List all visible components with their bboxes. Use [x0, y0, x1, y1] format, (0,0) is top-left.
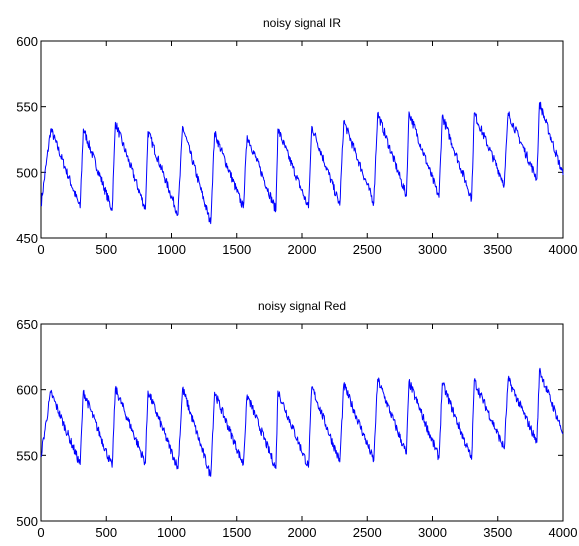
- red-xtick-label: 4000: [549, 525, 578, 540]
- ir-ytick-label: 450: [16, 231, 38, 246]
- red-xtick-label: 1000: [157, 525, 186, 540]
- ir-xtick-label: 1500: [222, 242, 251, 257]
- red-xtick-label: 500: [95, 525, 117, 540]
- ir-xtick-label: 2500: [353, 242, 382, 257]
- ir-signal-trace: [40, 101, 564, 225]
- ir-ytick-label: 500: [16, 165, 38, 180]
- ir-xtick-label: 3500: [483, 242, 512, 257]
- ir-xtick-label: 3000: [418, 242, 447, 257]
- ir-xtick-label: 2000: [288, 242, 317, 257]
- ir-xtick-label: 1000: [157, 242, 186, 257]
- red-xtick-label: 2000: [288, 525, 317, 540]
- red-signal-trace: [40, 367, 564, 477]
- red-ytick-label: 500: [16, 514, 38, 529]
- red-ytick-label: 600: [16, 383, 38, 398]
- ir-xtick-label: 500: [95, 242, 117, 257]
- ir-ytick-label: 550: [16, 100, 38, 115]
- red-ytick-label: 550: [16, 448, 38, 463]
- red-xtick-label: 1500: [222, 525, 251, 540]
- red-title: noisy signal Red: [258, 299, 346, 313]
- ir-title: noisy signal IR: [263, 16, 341, 30]
- red-xtick-label: 2500: [353, 525, 382, 540]
- red-xtick-label: 3500: [483, 525, 512, 540]
- ir-xtick-label: 4000: [549, 242, 578, 257]
- ir-plot: noisy signal IR 0 500 1000 1500 2000 2500 3000…: [16, 16, 577, 257]
- red-plot-area: [40, 323, 564, 522]
- ir-xtick-label: 0: [37, 242, 44, 257]
- ir-ytick-label: 600: [16, 34, 38, 49]
- red-xtick-label: 3000: [418, 525, 447, 540]
- ir-plot-area: [40, 40, 564, 239]
- red-plot: noisy signal Red 0 500 1000 1500 2000 2500 300…: [16, 299, 577, 540]
- red-xtick-label: 0: [37, 525, 44, 540]
- red-ytick-label: 650: [16, 317, 38, 332]
